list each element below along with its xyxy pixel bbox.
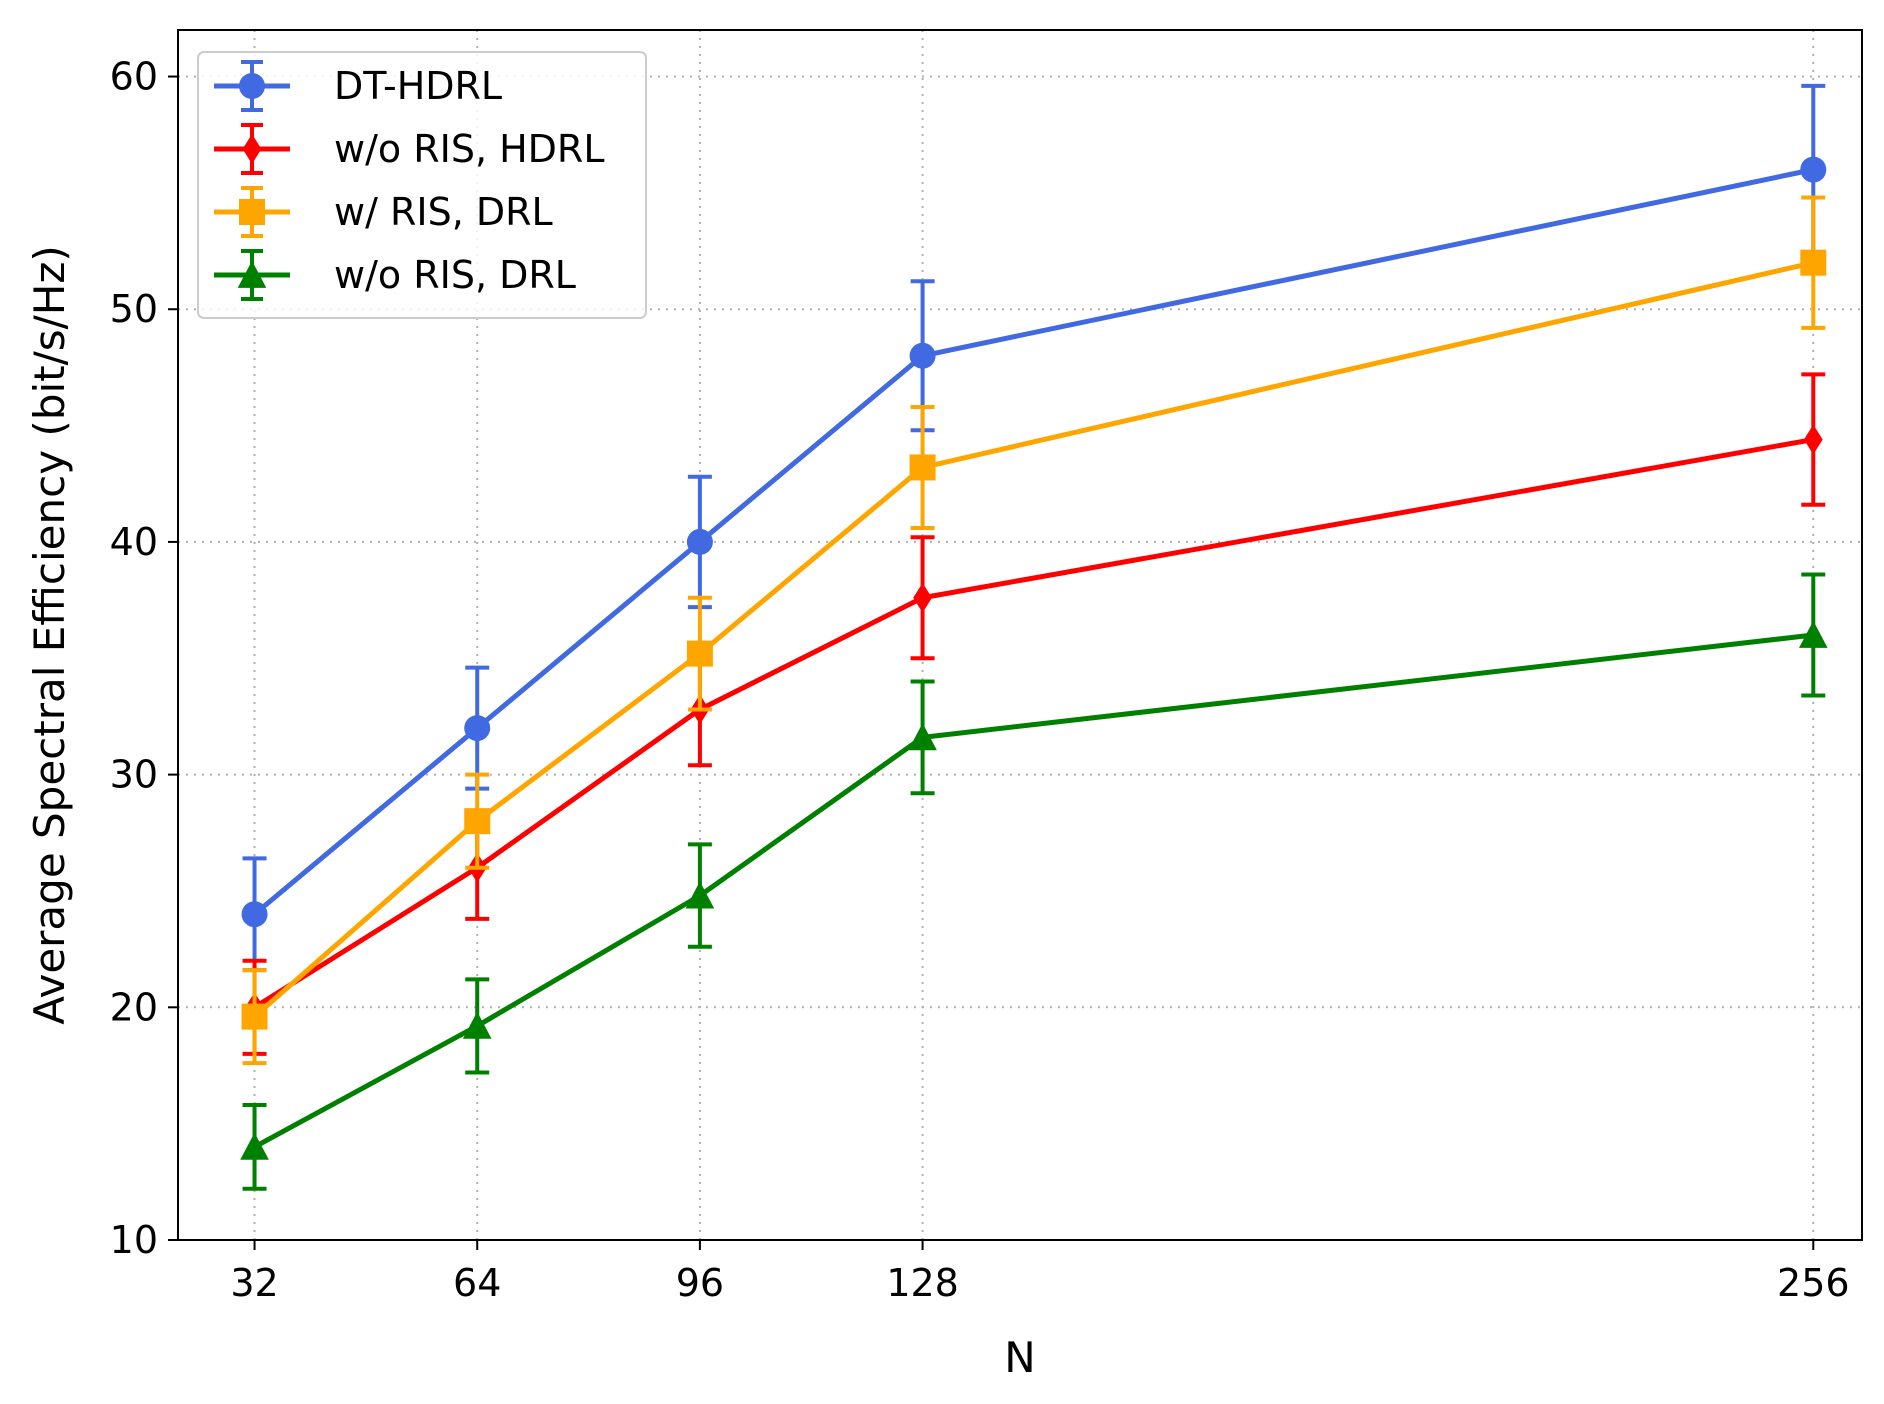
data-point bbox=[1803, 424, 1823, 455]
x-tick-label: 96 bbox=[676, 1261, 724, 1305]
legend-label: w/o RIS, DRL bbox=[334, 253, 576, 297]
data-point bbox=[1800, 156, 1827, 183]
data-point bbox=[913, 582, 932, 613]
legend-label: DT-HDRL bbox=[334, 64, 502, 108]
x-tick-label: 128 bbox=[886, 1261, 959, 1305]
data-point bbox=[241, 901, 268, 928]
x-tick-label: 32 bbox=[230, 1261, 278, 1305]
data-point bbox=[686, 528, 713, 555]
legend-item: w/o RIS, HDRL bbox=[214, 123, 605, 175]
data-point bbox=[462, 1011, 492, 1039]
data-point bbox=[464, 808, 491, 835]
data-point bbox=[1800, 249, 1827, 276]
data-point bbox=[685, 881, 715, 909]
x-tick-label: 64 bbox=[453, 1261, 501, 1305]
legend-marker bbox=[237, 260, 267, 288]
y-tick-label: 60 bbox=[110, 55, 158, 99]
legend-box bbox=[197, 51, 647, 319]
data-point bbox=[686, 640, 713, 667]
data-point bbox=[241, 1003, 268, 1030]
x-axis-label: N bbox=[1004, 1333, 1035, 1382]
axis-ticks: 32 64 96 128 256 10 20 30 40 50 60 bbox=[110, 55, 1850, 1305]
x-tick-label: 256 bbox=[1777, 1261, 1850, 1305]
y-tick-label: 30 bbox=[110, 753, 158, 797]
legend-marker bbox=[239, 199, 265, 225]
series-layer bbox=[240, 83, 1828, 1191]
data-point bbox=[908, 723, 937, 751]
legend-label: w/ RIS, DRL bbox=[334, 190, 553, 234]
y-tick-label: 10 bbox=[110, 1218, 158, 1262]
data-point bbox=[909, 454, 936, 481]
y-tick-label: 20 bbox=[110, 985, 158, 1029]
legend: DT-HDRL w/o RIS, HDRL w/ RIS, DRL w/o RIS, … bbox=[197, 51, 647, 319]
y-tick-label: 40 bbox=[110, 520, 158, 564]
legend-item: DT-HDRL bbox=[214, 60, 502, 112]
plot-frame bbox=[177, 29, 1863, 1241]
data-point bbox=[909, 342, 936, 369]
legend-label: w/o RIS, HDRL bbox=[334, 127, 605, 171]
legend-item: w/ RIS, DRL bbox=[214, 186, 553, 238]
legend-marker bbox=[242, 134, 262, 164]
series-w-o-ris-drl bbox=[240, 572, 1828, 1191]
y-tick-label: 50 bbox=[110, 287, 158, 331]
data-point bbox=[240, 1132, 269, 1160]
legend-marker bbox=[239, 73, 265, 99]
series-w-ris-drl bbox=[241, 195, 1827, 1066]
legend-item: w/o RIS, DRL bbox=[214, 249, 576, 301]
data-point bbox=[464, 715, 491, 742]
data-point bbox=[1798, 620, 1828, 648]
y-axis-label: Average Spectral Efficiency (bit/s/Hz) bbox=[25, 245, 74, 1025]
series-dt-hdrl bbox=[241, 83, 1827, 973]
